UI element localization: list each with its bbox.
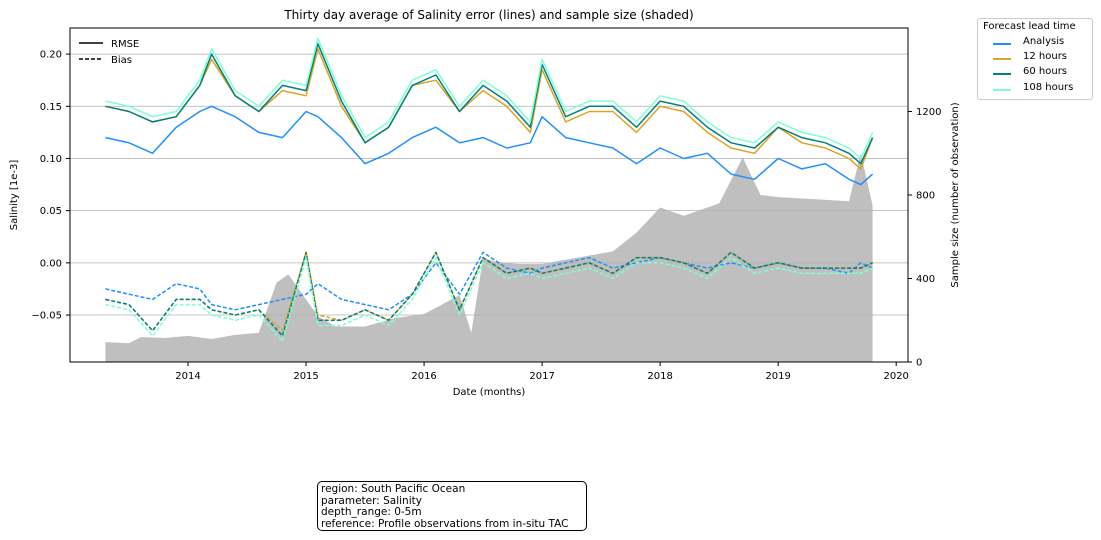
- sample-size-area: [105, 153, 873, 362]
- y-tick-label: 0.10: [40, 154, 62, 165]
- legend-swatch-analysis: [993, 43, 1011, 45]
- info-reference: reference: Profile observations from in-…: [321, 517, 569, 530]
- 108-hours-bias-line: [105, 256, 873, 342]
- y2-tick-label: 1200: [916, 107, 941, 118]
- y-tick-label: 0.20: [40, 50, 62, 61]
- y-tick-label: −0.05: [31, 311, 62, 322]
- legend-swatch-12-hours: [993, 58, 1011, 60]
- style-legend: RMSE Bias: [79, 39, 139, 66]
- legend-swatch-108-hours: [993, 89, 1011, 91]
- rmse-legend-label: RMSE: [111, 39, 139, 50]
- y2-tick-label: 800: [916, 191, 935, 202]
- info-parameter: parameter: Salinity: [321, 494, 422, 507]
- bias-legend-label: Bias: [111, 55, 132, 66]
- legend-label-12-hours: 12 hours: [1023, 51, 1068, 62]
- x-axis-label: Date (months): [453, 387, 526, 398]
- legend-item-12-hours: 12 hours: [978, 51, 1090, 65]
- x-tick-label: 2019: [765, 371, 790, 382]
- x-axis-ticks: 2014 2015 2016 2017 2018 2019 2020: [175, 362, 909, 382]
- y-axis-label: Salinity [1e-3]: [9, 160, 20, 231]
- legend-label-108-hours: 108 hours: [1023, 82, 1074, 93]
- x-tick-label: 2016: [411, 371, 436, 382]
- 12-hours-rmse-line: [105, 48, 874, 170]
- x-tick-label: 2018: [647, 371, 672, 382]
- y-axis-ticks: −0.05 0.00 0.05 0.10 0.15 0.20: [31, 50, 70, 322]
- y2-axis-label: Sample size (number of observation): [950, 102, 961, 287]
- legend-label-analysis: Analysis: [1023, 36, 1065, 47]
- x-tick-label: 2020: [883, 371, 908, 382]
- chart-title: Thirty day average of Salinity error (li…: [284, 8, 694, 22]
- sample-size-shading: [105, 153, 873, 362]
- legend-item-60-hours: 60 hours: [978, 66, 1090, 80]
- legend-item-108-hours: 108 hours: [978, 82, 1090, 96]
- legend-title: Forecast lead time: [983, 21, 1076, 32]
- legend-label-60-hours: 60 hours: [1023, 66, 1068, 77]
- info-region: region: South Pacific Ocean: [321, 483, 466, 495]
- y2-tick-label: 0: [916, 358, 922, 369]
- 60-hours-bias-line: [105, 251, 873, 337]
- legend-swatch-60-hours: [993, 73, 1011, 75]
- y2-tick-label: 400: [916, 274, 935, 285]
- series-lines: [105, 37, 874, 342]
- x-tick-label: 2017: [529, 371, 554, 382]
- analysis-rmse-line: [105, 105, 874, 186]
- info-depth-range: depth_range: 0-5m: [321, 506, 422, 518]
- y-tick-label: 0.05: [40, 206, 62, 217]
- x-tick-label: 2015: [293, 371, 318, 382]
- forecast-legend: Forecast lead time Analysis 12 hours 60 …: [977, 18, 1093, 100]
- x-tick-label: 2014: [175, 371, 200, 382]
- 60-hours-rmse-line: [105, 42, 874, 165]
- y-tick-label: 0.15: [40, 102, 62, 113]
- legend-item-analysis: Analysis: [978, 36, 1090, 50]
- 108-hours-rmse-line: [105, 37, 874, 160]
- y2-axis-ticks: 0 400 800 1200: [908, 107, 941, 369]
- info-box: region: South Pacific Ocean parameter: S…: [317, 481, 587, 531]
- y-tick-label: 0.00: [40, 258, 62, 269]
